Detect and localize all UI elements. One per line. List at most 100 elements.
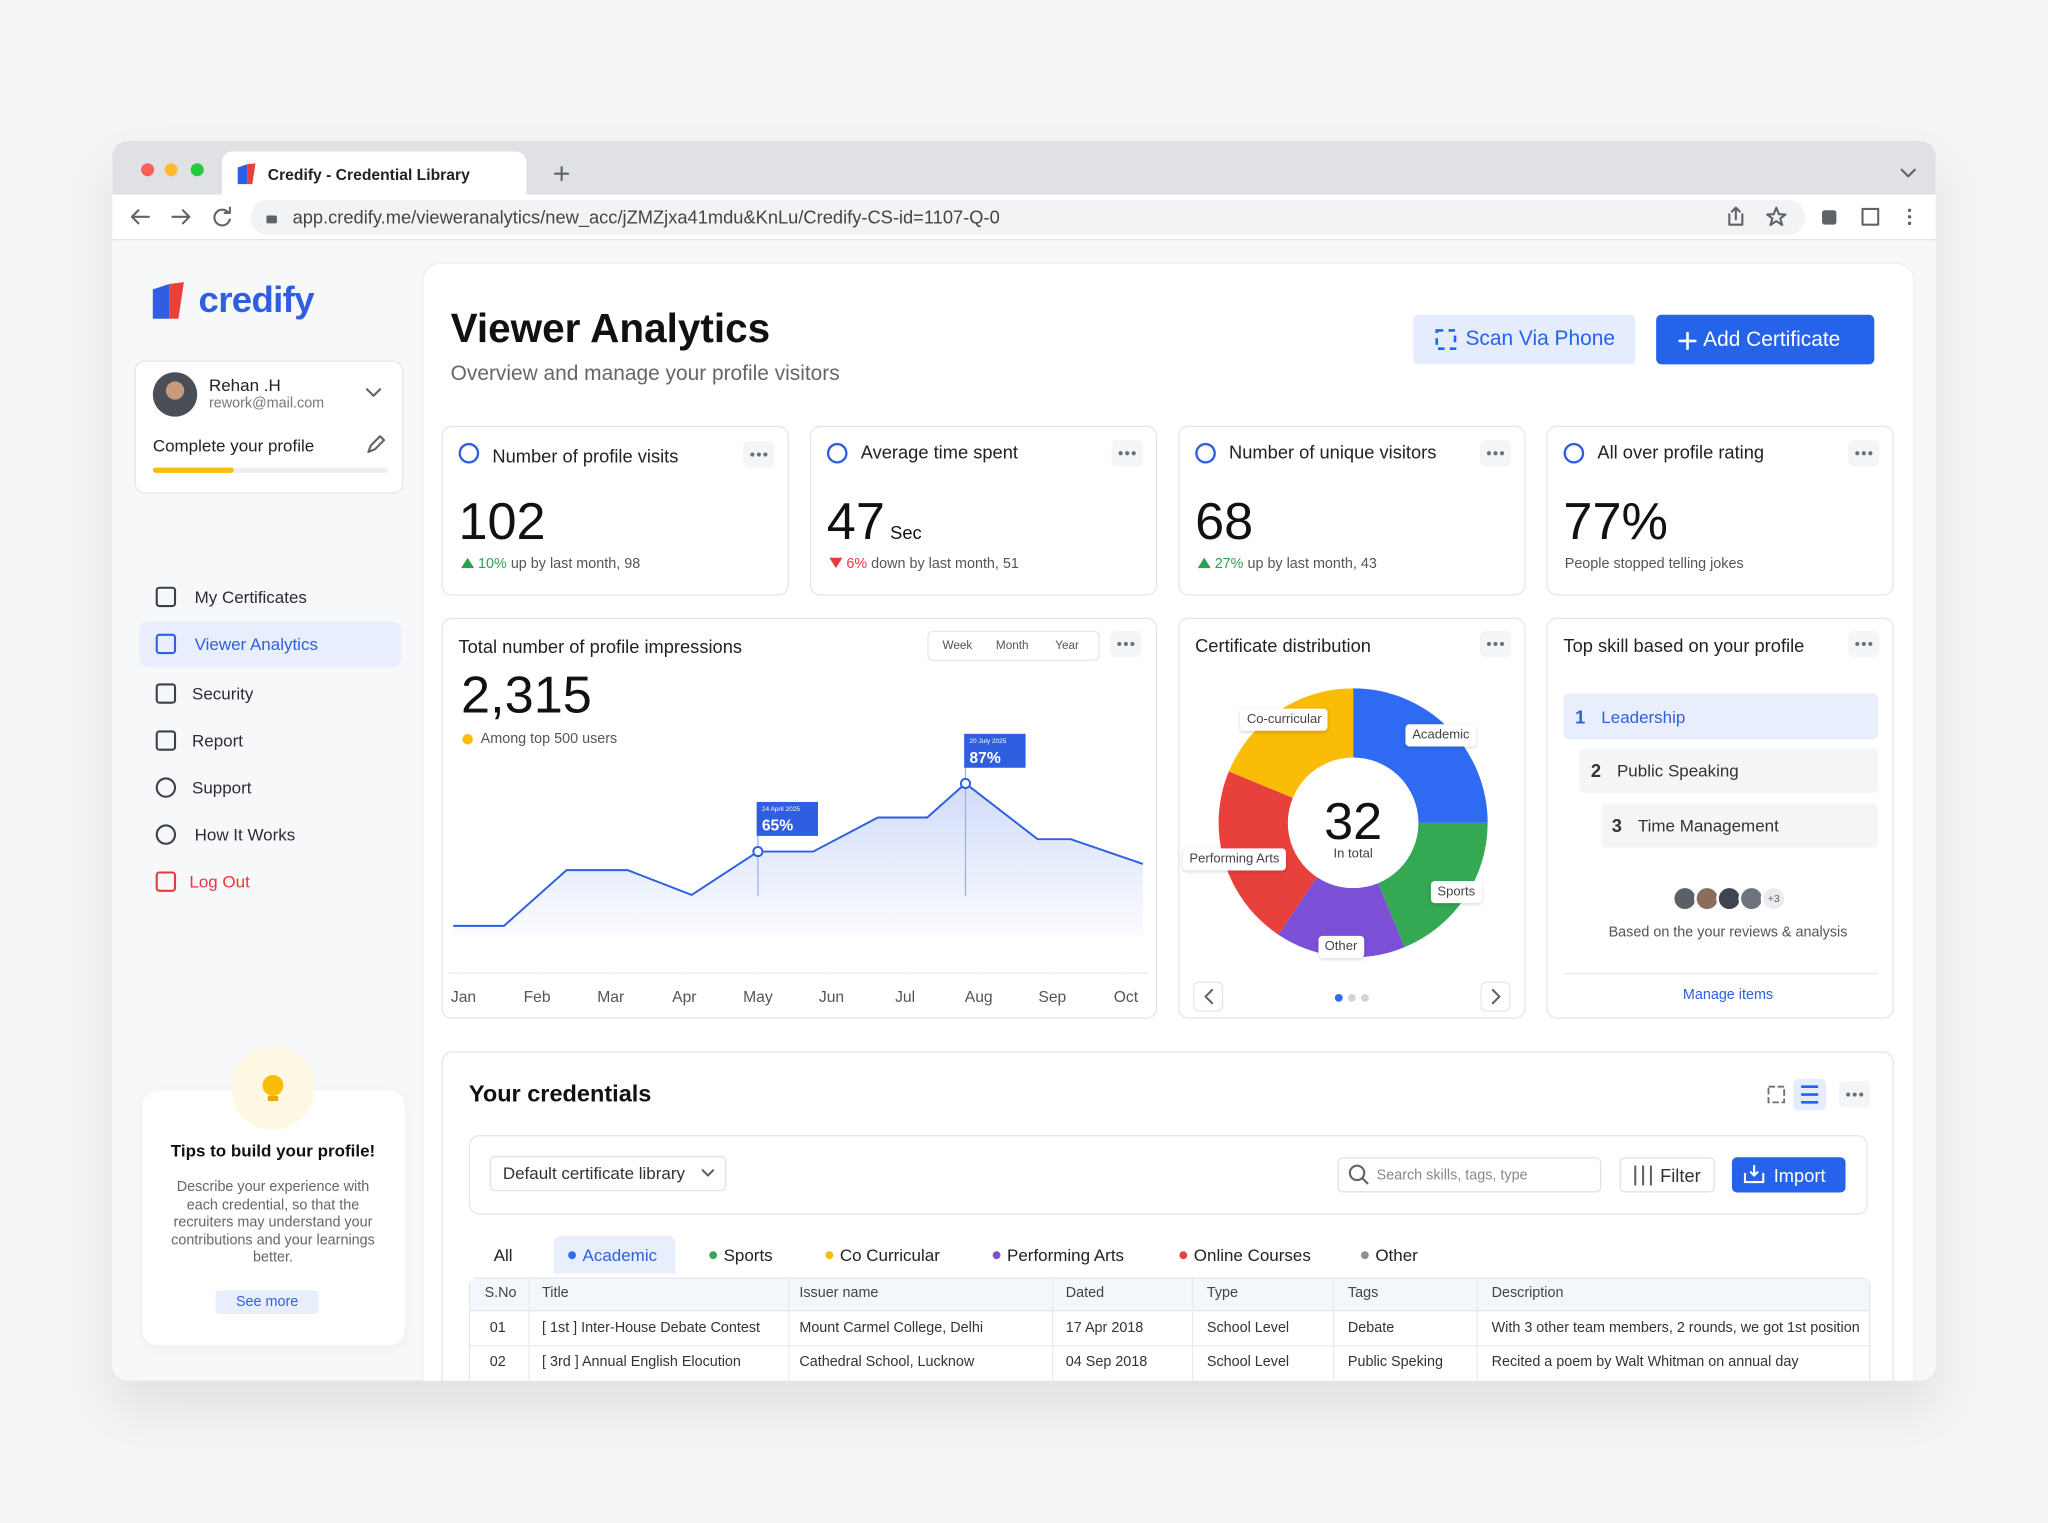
range-tab[interactable]: Year [1055, 638, 1079, 652]
stat-value: 68 [1195, 493, 1254, 551]
category-tab[interactable]: Co Curricular [839, 1245, 940, 1265]
nav-item[interactable]: Security [191, 683, 254, 704]
new-tab [554, 166, 570, 182]
table-cell: 02 [489, 1354, 506, 1371]
column-header: Dated [1065, 1285, 1105, 1301]
tips-button[interactable]: See more [215, 1290, 319, 1314]
pie-label: Sports [1430, 880, 1482, 903]
scan-label: Scan Via Phone [1465, 327, 1615, 351]
tab-dot [1360, 1251, 1369, 1260]
nav-item[interactable]: Viewer Analytics [194, 634, 318, 654]
more-dot [1123, 641, 1128, 647]
more-dot [1852, 1092, 1857, 1097]
skill-rank: 3 [1611, 815, 1622, 836]
edit [367, 435, 386, 453]
table-frame [468, 1277, 1871, 1381]
table-cell: [ 3rd ] Annual English Elocution [542, 1354, 741, 1371]
range-tabs [927, 630, 1100, 661]
category-tab[interactable]: Performing Arts [1007, 1245, 1125, 1265]
x-tick-label: Sep [1038, 987, 1067, 1006]
stat-title: All over profile rating [1597, 441, 1765, 463]
category-tab[interactable]: Online Courses [1193, 1245, 1311, 1265]
stat-icon [1563, 442, 1585, 464]
nav-item[interactable]: My Certificates [194, 587, 307, 607]
total-label: In total [1333, 847, 1373, 862]
stat-title: Number of profile visits [492, 445, 679, 467]
trend-arrow [1197, 557, 1211, 569]
category-tab[interactable]: All [493, 1245, 513, 1265]
logo-blue [152, 283, 170, 319]
skills-note: Based on the your reviews & analysis [1608, 924, 1848, 941]
stat-icon [826, 442, 848, 464]
window-dot [164, 163, 178, 177]
nav-item[interactable]: How It Works [194, 824, 296, 845]
pie-label: Academic [1405, 723, 1477, 747]
stat-value: 47 Sec [826, 493, 922, 551]
range-tab[interactable]: Week [942, 638, 973, 652]
page-title: Viewer Analytics [450, 305, 771, 352]
nav-icon [155, 586, 177, 608]
x-tick-label: Jun [818, 987, 845, 1006]
filter-button[interactable] [1619, 1157, 1715, 1193]
reload [213, 206, 231, 227]
distribution-title: Certificate distribution [1195, 634, 1371, 656]
x-tick-label: Aug [964, 987, 993, 1006]
skill-box [1563, 693, 1879, 740]
logo-blue [237, 164, 248, 185]
skills-extra: +3 [1767, 892, 1780, 905]
credentials-title: Your credentials [468, 1080, 652, 1107]
nav-icon [155, 824, 177, 845]
pie-label: Other [1318, 935, 1364, 958]
pie-label: Co-curricular [1240, 708, 1329, 731]
stat-title: Average time spent [860, 441, 1018, 463]
x-tick-label: Feb [523, 987, 551, 1006]
nav-icon [155, 683, 177, 704]
next-box [1480, 981, 1511, 1012]
trend-arrow [461, 557, 475, 569]
stat-unit: Sec [890, 521, 922, 543]
column-header: Type [1206, 1285, 1239, 1301]
category-tab[interactable]: Academic [582, 1245, 658, 1265]
stat-icon [458, 442, 480, 464]
category-tab[interactable]: Other [1375, 1245, 1418, 1265]
range-tab[interactable]: Month [995, 638, 1029, 652]
share [1728, 206, 1744, 226]
tooltip-value: 65% [761, 816, 794, 835]
progress-label: Complete your profile [152, 435, 315, 456]
table-cell: School Level [1206, 1354, 1290, 1371]
nav-item[interactable]: Support [191, 777, 252, 798]
search-box[interactable] [1337, 1157, 1602, 1193]
filter-icon [1634, 1165, 1652, 1186]
divider [1563, 973, 1879, 975]
more-dot [1859, 1092, 1864, 1097]
skills-link[interactable]: Manage items [1682, 987, 1774, 1004]
page-dot [1334, 993, 1343, 1002]
category-tab[interactable]: Sports [723, 1245, 773, 1265]
tooltip-date: 20 July 2025 [969, 737, 1007, 746]
page-dot [1347, 993, 1356, 1002]
import-button[interactable] [1731, 1157, 1846, 1193]
forward [171, 209, 191, 225]
library-select[interactable] [489, 1155, 727, 1192]
nav-item[interactable]: Report [191, 730, 243, 751]
lock [266, 215, 277, 224]
more-dot [1130, 641, 1135, 647]
window-dot [141, 163, 155, 177]
total: 32 [1324, 793, 1383, 851]
user-email: rework@mail.com [208, 395, 325, 412]
menu-dot [1907, 215, 1912, 219]
more-dot [1861, 641, 1866, 647]
table-row-line [470, 1310, 1870, 1312]
prev-box [1193, 981, 1224, 1012]
search-placeholder: Search skills, tags, type [1376, 1167, 1528, 1184]
column-header: Tags [1347, 1285, 1379, 1301]
skill-rank: 1 [1575, 706, 1586, 728]
search-handle [1361, 1177, 1369, 1185]
tab-title: Credify - Credential Library [267, 165, 470, 185]
note-dot [462, 734, 473, 745]
select-chevron [701, 1169, 715, 1177]
logout[interactable]: Log Out [189, 871, 250, 892]
stat-note: down by last month, 51 [871, 556, 1019, 573]
scan-button[interactable] [1413, 314, 1636, 365]
